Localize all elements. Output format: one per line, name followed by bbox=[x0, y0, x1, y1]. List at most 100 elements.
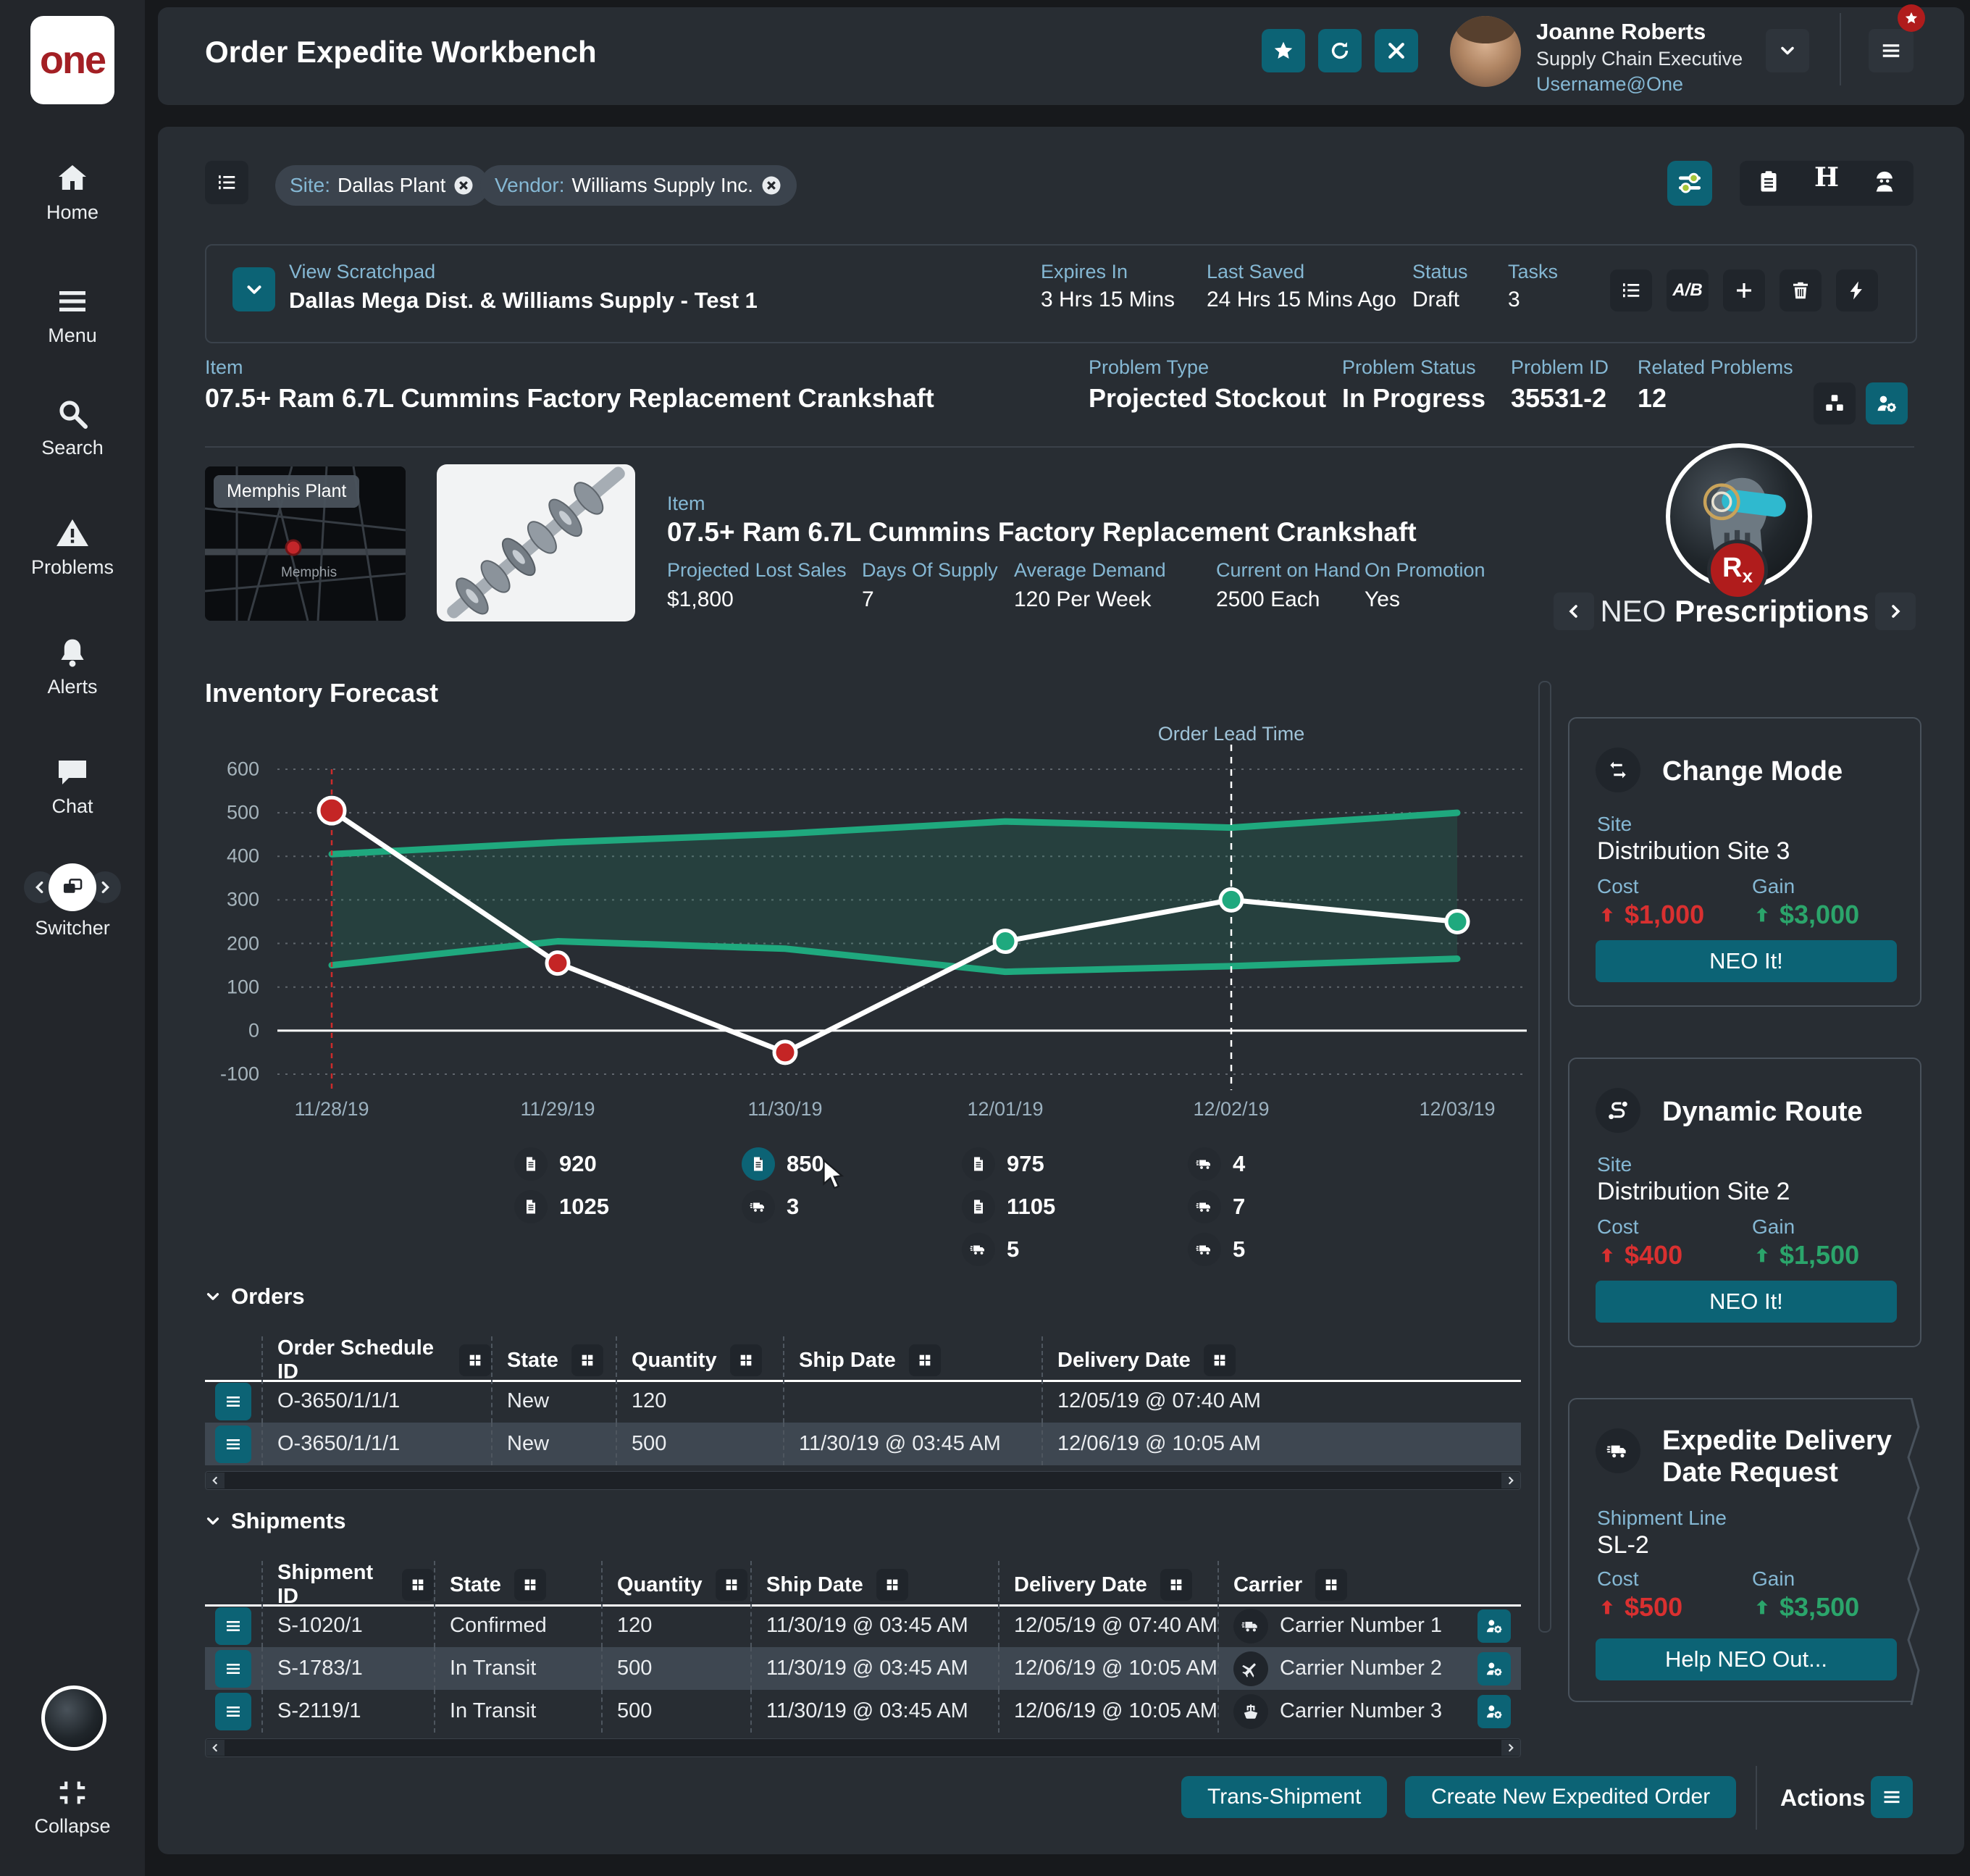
column-header[interactable]: State bbox=[434, 1561, 601, 1609]
row-menu-button[interactable] bbox=[215, 1382, 251, 1420]
row-menu-button[interactable] bbox=[215, 1692, 251, 1730]
neo-prev-button[interactable] bbox=[1554, 592, 1594, 630]
column-options-button[interactable] bbox=[514, 1569, 546, 1601]
agent-tool-button[interactable] bbox=[1872, 169, 1898, 198]
chip-remove-icon[interactable] bbox=[453, 175, 474, 196]
sidebar-item-switcher[interactable]: Switcher bbox=[0, 863, 145, 939]
scratchpad-link[interactable]: View Scratchpad bbox=[289, 261, 436, 282]
column-options-button[interactable] bbox=[715, 1569, 747, 1601]
one-logo[interactable]: one bbox=[30, 16, 114, 104]
horizontal-scrollbar[interactable] bbox=[205, 1738, 1521, 1757]
scroll-right-button[interactable] bbox=[1501, 1740, 1520, 1756]
column-header[interactable]: Shipment ID bbox=[261, 1561, 434, 1609]
row-menu-button[interactable] bbox=[215, 1649, 251, 1688]
neo-mini-avatar[interactable] bbox=[41, 1686, 106, 1751]
site-map-thumbnail[interactable]: Memphis Memphis Plant bbox=[205, 466, 406, 621]
chart-annotation[interactable]: 5 bbox=[962, 1233, 1055, 1266]
close-button[interactable] bbox=[1375, 29, 1418, 72]
column-options-button[interactable] bbox=[402, 1569, 434, 1601]
global-menu-button[interactable] bbox=[1869, 29, 1914, 72]
scratchpad-toggle-button[interactable] bbox=[232, 267, 275, 311]
chart-annotation[interactable]: 4 bbox=[1188, 1147, 1245, 1181]
chip-remove-icon[interactable] bbox=[760, 175, 782, 196]
orders-section-header[interactable]: Orders bbox=[205, 1284, 305, 1310]
sidebar-item-alerts[interactable]: Alerts bbox=[0, 635, 145, 698]
carrier-collaborate-button[interactable] bbox=[1478, 1694, 1511, 1728]
table-row[interactable]: O-3650/1/1/1 New 500 11/30/19 @ 03:45 AM 12/… bbox=[205, 1423, 1521, 1465]
column-header[interactable]: Delivery Date bbox=[998, 1561, 1217, 1609]
sidebar-item-menu[interactable]: Menu bbox=[0, 284, 145, 347]
column-header[interactable]: Ship Date bbox=[783, 1336, 1041, 1384]
scroll-left-button[interactable] bbox=[206, 1473, 225, 1488]
scratchpad-run-button[interactable] bbox=[1836, 269, 1878, 311]
column-options-button[interactable] bbox=[908, 1344, 941, 1376]
inventory-forecast-chart[interactable] bbox=[253, 724, 1543, 1130]
column-options-button[interactable] bbox=[1315, 1569, 1348, 1601]
chart-annotation[interactable]: 975 bbox=[962, 1147, 1055, 1181]
chart-annotation[interactable]: 1105 bbox=[962, 1190, 1055, 1223]
sidebar-item-chat[interactable]: Chat bbox=[0, 755, 145, 818]
column-options-button[interactable] bbox=[571, 1344, 603, 1376]
column-header[interactable]: State bbox=[491, 1336, 616, 1384]
column-options-button[interactable] bbox=[1203, 1344, 1236, 1376]
related-items-button[interactable] bbox=[1814, 382, 1856, 424]
scratchpad-delete-button[interactable] bbox=[1780, 269, 1822, 311]
column-header[interactable]: Carrier bbox=[1217, 1561, 1521, 1609]
chart-annotation[interactable]: 7 bbox=[1188, 1190, 1245, 1223]
chart-annotation[interactable]: 850 bbox=[742, 1147, 824, 1181]
column-options-button[interactable] bbox=[1160, 1569, 1192, 1601]
switcher-icon[interactable] bbox=[49, 863, 96, 911]
chart-annotation[interactable]: 3 bbox=[742, 1190, 824, 1223]
clipboard-tool-button[interactable] bbox=[1756, 169, 1782, 198]
chart-annotation[interactable]: 5 bbox=[1188, 1233, 1245, 1266]
chart-annotation[interactable]: 920 bbox=[514, 1147, 609, 1181]
scratchpad-list-button[interactable] bbox=[1610, 269, 1652, 311]
row-menu-button[interactable] bbox=[215, 1607, 251, 1645]
favorite-button[interactable] bbox=[1262, 29, 1305, 72]
trans-shipment-button[interactable]: Trans-Shipment bbox=[1181, 1776, 1388, 1818]
neo-action-button[interactable]: NEO It! bbox=[1596, 1281, 1897, 1323]
collaborate-button[interactable] bbox=[1866, 382, 1908, 424]
user-username[interactable]: Username@One bbox=[1536, 73, 1683, 95]
scratchpad-add-button[interactable] bbox=[1723, 269, 1765, 311]
carrier-collaborate-button[interactable] bbox=[1478, 1609, 1511, 1643]
filter-chip-site[interactable]: Site: Dallas Plant bbox=[275, 165, 490, 206]
filter-list-button[interactable] bbox=[205, 161, 248, 204]
table-row[interactable]: O-3650/1/1/1 New 120 12/05/19 @ 07:40 AM bbox=[205, 1380, 1521, 1423]
user-avatar[interactable] bbox=[1450, 16, 1521, 87]
vertical-scrollbar[interactable] bbox=[1538, 681, 1551, 1633]
table-row[interactable]: S-2119/1 In Transit 500 11/30/19 @ 03:45 AM… bbox=[205, 1690, 1521, 1733]
neo-next-button[interactable] bbox=[1875, 592, 1916, 630]
column-header[interactable]: Quantity bbox=[601, 1561, 750, 1609]
column-options-button[interactable] bbox=[876, 1569, 908, 1601]
scratchpad-compare-button[interactable]: A/B bbox=[1667, 269, 1709, 311]
filter-chip-vendor[interactable]: Vendor: Williams Supply Inc. bbox=[480, 165, 797, 206]
chart-annotation[interactable]: 1025 bbox=[514, 1190, 609, 1223]
sidebar-item-collapse[interactable]: Collapse bbox=[0, 1776, 145, 1838]
sidebar-item-problems[interactable]: Problems bbox=[0, 516, 145, 579]
column-options-button[interactable] bbox=[459, 1344, 491, 1376]
scroll-right-button[interactable] bbox=[1501, 1473, 1520, 1488]
sidebar-item-search[interactable]: Search bbox=[0, 396, 145, 459]
shipments-section-header[interactable]: Shipments bbox=[205, 1508, 345, 1534]
row-menu-button[interactable] bbox=[215, 1425, 251, 1463]
column-options-button[interactable] bbox=[729, 1344, 762, 1376]
neo-action-button[interactable]: NEO It! bbox=[1596, 940, 1897, 982]
sidebar-item-home[interactable]: Home bbox=[0, 161, 145, 224]
refresh-button[interactable] bbox=[1318, 29, 1362, 72]
scroll-left-button[interactable] bbox=[206, 1740, 225, 1756]
user-menu-caret[interactable] bbox=[1766, 29, 1809, 72]
actions-menu-button[interactable] bbox=[1871, 1776, 1913, 1818]
column-header[interactable]: Delivery Date bbox=[1041, 1336, 1521, 1384]
history-tool-button[interactable]: H bbox=[1814, 162, 1839, 193]
table-row[interactable]: S-1020/1 Confirmed 120 11/30/19 @ 03:45 AM 1… bbox=[205, 1604, 1521, 1647]
horizontal-scrollbar[interactable] bbox=[205, 1471, 1521, 1490]
create-expedited-order-button[interactable]: Create New Expedited Order bbox=[1405, 1776, 1737, 1818]
column-header[interactable]: Quantity bbox=[616, 1336, 783, 1384]
neo-action-button[interactable]: Help NEO Out... bbox=[1596, 1638, 1897, 1680]
column-header[interactable]: Ship Date bbox=[750, 1561, 998, 1609]
table-row[interactable]: S-1783/1 In Transit 500 11/30/19 @ 03:45 AM… bbox=[205, 1647, 1521, 1690]
column-header[interactable]: Order Schedule ID bbox=[261, 1336, 491, 1384]
scratchpad-summary[interactable]: View Scratchpad Dallas Mega Dist. & Will… bbox=[289, 261, 758, 314]
carrier-collaborate-button[interactable] bbox=[1478, 1651, 1511, 1686]
